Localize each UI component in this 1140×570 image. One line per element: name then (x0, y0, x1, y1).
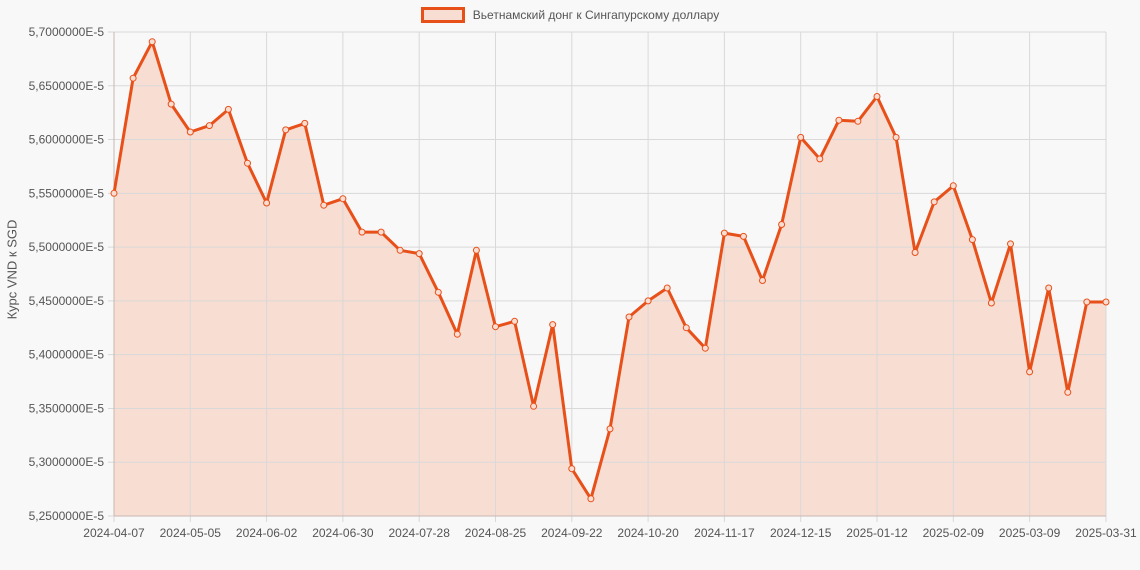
data-point (224, 105, 232, 113)
data-point (339, 195, 347, 203)
y-tick-label: 5,5500000E-5 (29, 186, 105, 200)
data-point (377, 228, 385, 236)
data-point (968, 236, 976, 244)
data-point (358, 228, 366, 236)
y-tick-label: 5,3000000E-5 (29, 455, 105, 469)
x-tick-label: 2024-04-07 (83, 526, 145, 540)
x-tick-label: 2024-08-25 (465, 526, 527, 540)
y-tick-label: 5,7000000E-5 (29, 25, 105, 39)
data-point (263, 199, 271, 207)
y-tick-label: 5,4000000E-5 (29, 348, 105, 362)
data-point (682, 324, 690, 332)
x-tick-label: 2024-06-02 (236, 526, 298, 540)
legend[interactable]: Вьетнамский донг к Сингапурскому доллару (0, 0, 1140, 30)
data-point (759, 277, 766, 284)
data-point (453, 330, 461, 338)
data-point (568, 465, 576, 473)
data-point (892, 133, 900, 141)
legend-swatch (420, 7, 465, 23)
data-point (415, 250, 423, 258)
data-point (320, 201, 328, 209)
x-tick-label: 2024-05-05 (160, 526, 222, 540)
data-point (549, 321, 557, 329)
data-point (282, 126, 290, 134)
data-point (1064, 388, 1072, 396)
data-point (530, 402, 538, 410)
data-point (663, 284, 671, 292)
y-axis-label: Курс VND к SGD (4, 219, 20, 320)
data-point (701, 344, 709, 352)
data-point (587, 495, 595, 503)
data-point (148, 38, 156, 46)
x-tick-label: 2024-06-30 (312, 526, 374, 540)
data-point (186, 128, 194, 136)
x-tick-label: 2025-03-31 (1075, 526, 1137, 540)
data-point (625, 313, 633, 321)
data-point (1083, 298, 1091, 306)
data-point (816, 155, 824, 163)
x-tick-label: 2024-11-17 (694, 526, 755, 540)
y-tick-label: 5,3500000E-5 (29, 401, 105, 415)
data-point (778, 221, 786, 228)
data-point (606, 425, 614, 433)
data-point (396, 246, 404, 254)
data-point (472, 246, 480, 254)
data-point (930, 198, 938, 206)
data-point (511, 317, 519, 325)
x-tick-label: 2025-01-12 (846, 526, 908, 540)
data-point (873, 93, 881, 100)
data-point (110, 189, 118, 197)
data-point (434, 288, 442, 296)
y-tick-label: 5,4500000E-5 (29, 294, 105, 308)
data-point (740, 232, 747, 240)
data-point (720, 229, 728, 237)
x-tick-label: 2024-09-22 (541, 526, 603, 540)
data-point (1102, 298, 1110, 306)
x-tick-label: 2024-07-28 (389, 526, 451, 540)
area-fill (114, 41, 1106, 516)
y-tick-label: 5,6500000E-5 (29, 79, 105, 93)
legend-label: Вьетнамский донг к Сингапурскому доллару (472, 8, 720, 22)
x-tick-label: 2024-10-20 (617, 526, 679, 540)
data-point (797, 133, 805, 141)
data-point (205, 122, 213, 130)
data-point (911, 249, 919, 256)
data-point (835, 116, 843, 124)
data-point (1007, 240, 1014, 248)
data-point (129, 74, 137, 82)
x-tick-label: 2025-02-09 (923, 526, 985, 540)
data-point (167, 100, 175, 108)
data-point (492, 323, 499, 331)
data-point (1026, 368, 1034, 376)
data-point (854, 117, 862, 125)
data-point (244, 159, 251, 167)
y-tick-label: 5,2500000E-5 (29, 509, 105, 523)
data-point (987, 299, 995, 307)
data-point (949, 182, 957, 190)
y-tick-label: 5,5000000E-5 (29, 240, 105, 254)
x-tick-label: 2025-03-09 (999, 526, 1061, 540)
x-tick-label: 2024-12-15 (770, 526, 832, 540)
data-point (301, 119, 309, 127)
y-tick-label: 5,6000000E-5 (29, 133, 105, 147)
data-point (1045, 284, 1053, 292)
data-point (644, 297, 652, 305)
